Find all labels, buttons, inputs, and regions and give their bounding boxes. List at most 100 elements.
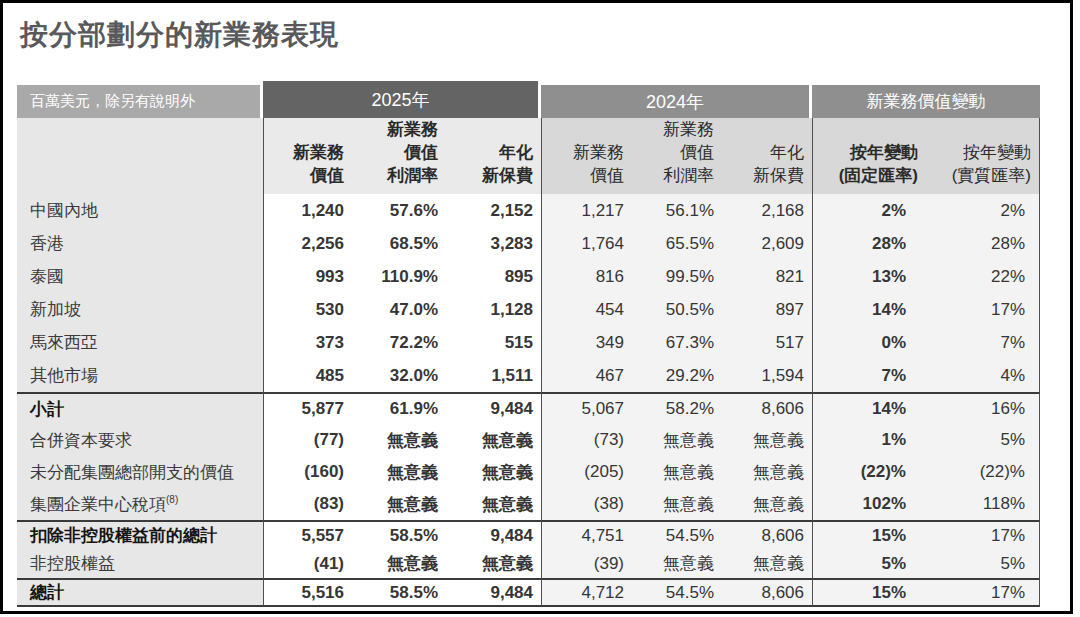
value-2025: 無意義: [352, 456, 446, 488]
row-label: 扣除非控股權益前的總計: [17, 520, 263, 549]
value-2024: 897: [722, 293, 812, 326]
value-2024: (38): [541, 488, 632, 520]
value-2025: 2,256: [263, 227, 352, 260]
table-row: 集團企業中心稅項(8)(83)無意義無意義(38)無意義無意義102%118%: [17, 488, 1040, 520]
value-2025: 110.9%: [352, 260, 446, 293]
row-label-text: 小計: [30, 400, 64, 419]
row-label-header-empty: [17, 118, 263, 194]
table-row: 非控股權益(41)無意義無意義(39)無意義無意義5%5%: [17, 549, 1040, 578]
value-change: 17%: [926, 293, 1040, 326]
table-row: 中國內地1,24057.6%2,1521,21756.1%2,1682%2%: [17, 194, 1040, 227]
value-change: 13%: [812, 260, 926, 293]
value-change: 17%: [926, 578, 1040, 607]
row-label: 集團企業中心稅項(8): [17, 488, 263, 520]
value-change: (22)%: [926, 456, 1040, 488]
value-2024: 無意義: [632, 488, 722, 520]
col-header-margin-2025: 新業務價值利潤率: [352, 118, 446, 194]
value-2024: 8,606: [722, 578, 812, 607]
table-body: 中國內地1,24057.6%2,1521,21756.1%2,1682%2%香港…: [17, 194, 1040, 607]
value-2024: 349: [541, 326, 632, 359]
col-header-anp-2024: 年化新保費: [722, 118, 812, 194]
table-row: 香港2,25668.5%3,2831,76465.5%2,60928%28%: [17, 227, 1040, 260]
row-label: 未分配集團總部開支的價值: [17, 456, 263, 488]
table-row: 總計5,51658.5%9,4844,71254.5%8,60615%17%: [17, 578, 1040, 607]
value-change: 118%: [926, 488, 1040, 520]
value-2025: 895: [446, 260, 541, 293]
new-business-by-segment-table: 百萬美元，除另有說明外 2025年 2024年 新業務價值變動 新業務價值新業務…: [17, 81, 1040, 607]
value-2025: 1,511: [446, 359, 541, 392]
row-label-text: 非控股權益: [30, 554, 115, 573]
value-2025: 58.5%: [352, 578, 446, 607]
value-2024: (205): [541, 456, 632, 488]
col-group-nbv-change: 新業務價值變動: [812, 81, 1040, 118]
row-label: 小計: [17, 392, 263, 424]
value-2025: (160): [263, 456, 352, 488]
value-2024: 2,168: [722, 194, 812, 227]
row-label-text: 香港: [30, 234, 64, 253]
value-2024: 4,751: [541, 520, 632, 549]
value-change: 5%: [926, 549, 1040, 578]
table-row: 合併資本要求(77)無意義無意義(73)無意義無意義1%5%: [17, 424, 1040, 456]
value-2024: 454: [541, 293, 632, 326]
value-change: 0%: [812, 326, 926, 359]
row-label-text: 未分配集團總部開支的價值: [30, 463, 234, 482]
value-2024: 無意義: [722, 488, 812, 520]
value-2024: 99.5%: [632, 260, 722, 293]
value-change: 102%: [812, 488, 926, 520]
value-change: 2%: [812, 194, 926, 227]
row-label-text: 泰國: [30, 267, 64, 286]
value-2025: (77): [263, 424, 352, 456]
row-label: 馬來西亞: [17, 326, 263, 359]
table-row: 新加坡53047.0%1,12845450.5%89714%17%: [17, 293, 1040, 326]
table-row: 其他市場48532.0%1,51146729.2%1,5947%4%: [17, 359, 1040, 392]
value-2024: 無意義: [722, 549, 812, 578]
value-2025: 無意義: [446, 424, 541, 456]
value-2025: 9,484: [446, 578, 541, 607]
value-2025: 5,516: [263, 578, 352, 607]
value-change: 1%: [812, 424, 926, 456]
value-2024: 56.1%: [632, 194, 722, 227]
row-label-text: 中國內地: [30, 201, 98, 220]
col-header-margin-2024: 新業務價值利潤率: [632, 118, 722, 194]
row-label-text: 合併資本要求: [30, 431, 132, 450]
row-label: 其他市場: [17, 359, 263, 392]
value-change: 22%: [926, 260, 1040, 293]
row-label: 非控股權益: [17, 549, 263, 578]
value-change: 5%: [812, 549, 926, 578]
value-2025: 2,152: [446, 194, 541, 227]
col-header-anp-2025: 年化新保費: [446, 118, 541, 194]
col-header-nbv-2025: 新業務價值: [263, 118, 352, 194]
value-2024: 58.2%: [632, 392, 722, 424]
value-2025: 5,557: [263, 520, 352, 549]
row-label: 泰國: [17, 260, 263, 293]
value-2025: 9,484: [446, 392, 541, 424]
value-2025: 無意義: [352, 488, 446, 520]
unit-note: 百萬美元，除另有說明外: [17, 81, 263, 118]
row-label-text: 總計: [30, 583, 64, 602]
row-label-text: 其他市場: [30, 366, 98, 385]
value-2025: (41): [263, 549, 352, 578]
value-2024: 821: [722, 260, 812, 293]
row-label: 新加坡: [17, 293, 263, 326]
value-change: 2%: [926, 194, 1040, 227]
value-2024: 54.5%: [632, 578, 722, 607]
col-header-chg-aer: 按年變動(實質匯率): [926, 118, 1040, 194]
value-2024: 5,067: [541, 392, 632, 424]
value-2025: 47.0%: [352, 293, 446, 326]
value-change: 14%: [812, 293, 926, 326]
value-2025: 373: [263, 326, 352, 359]
value-2025: 1,240: [263, 194, 352, 227]
value-2024: (39): [541, 549, 632, 578]
row-label: 香港: [17, 227, 263, 260]
value-2024: 無意義: [722, 424, 812, 456]
value-2024: 517: [722, 326, 812, 359]
value-2025: 57.6%: [352, 194, 446, 227]
value-2025: 515: [446, 326, 541, 359]
value-change: (22)%: [812, 456, 926, 488]
value-change: 28%: [926, 227, 1040, 260]
value-2025: 無意義: [446, 456, 541, 488]
row-label-text: 新加坡: [30, 300, 81, 319]
value-2024: 8,606: [722, 392, 812, 424]
value-2024: 1,217: [541, 194, 632, 227]
value-2025: 485: [263, 359, 352, 392]
